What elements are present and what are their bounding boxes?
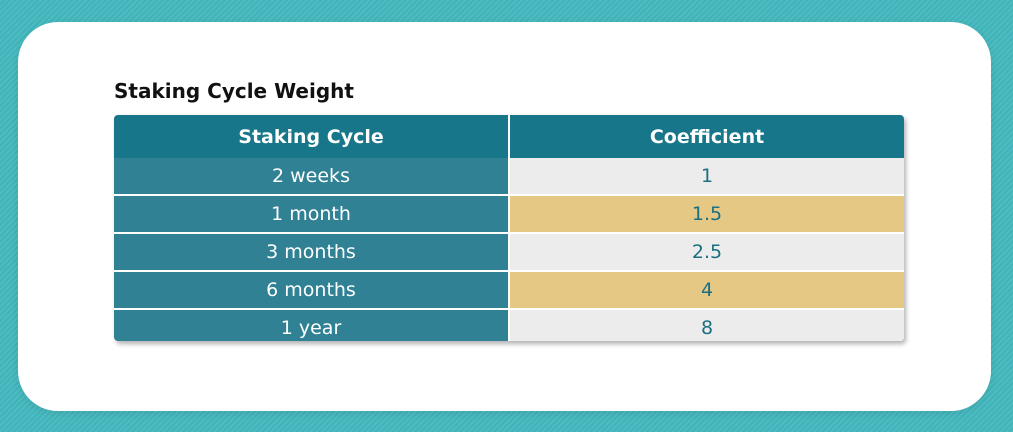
table-row: 6 months 4 bbox=[114, 270, 904, 309]
cell-staking-cycle: 1 year bbox=[114, 308, 510, 341]
table-row: 2 weeks 1 bbox=[114, 158, 904, 195]
cell-staking-cycle: 2 weeks bbox=[114, 158, 510, 195]
table-row: 3 months 2.5 bbox=[114, 232, 904, 271]
cell-staking-cycle: 6 months bbox=[114, 270, 510, 309]
cell-coefficient: 4 bbox=[509, 270, 904, 309]
header-coefficient: Coefficient bbox=[509, 115, 904, 158]
cell-coefficient: 2.5 bbox=[509, 232, 904, 271]
header-staking-cycle: Staking Cycle bbox=[114, 115, 510, 158]
staking-cycle-table: Staking Cycle Coefficient 2 weeks 1 1 mo… bbox=[114, 115, 904, 341]
cell-coefficient: 1 bbox=[509, 158, 904, 195]
table-header-row: Staking Cycle Coefficient bbox=[114, 115, 904, 158]
cell-coefficient: 8 bbox=[509, 308, 904, 341]
table-row: 1 year 8 bbox=[114, 308, 904, 341]
table-title: Staking Cycle Weight bbox=[114, 79, 354, 103]
cell-staking-cycle: 3 months bbox=[114, 232, 510, 271]
table-row: 1 month 1.5 bbox=[114, 194, 904, 233]
cell-staking-cycle: 1 month bbox=[114, 194, 510, 233]
content-card: Staking Cycle Weight Staking Cycle Coeff… bbox=[18, 22, 991, 411]
cell-coefficient: 1.5 bbox=[509, 194, 904, 233]
